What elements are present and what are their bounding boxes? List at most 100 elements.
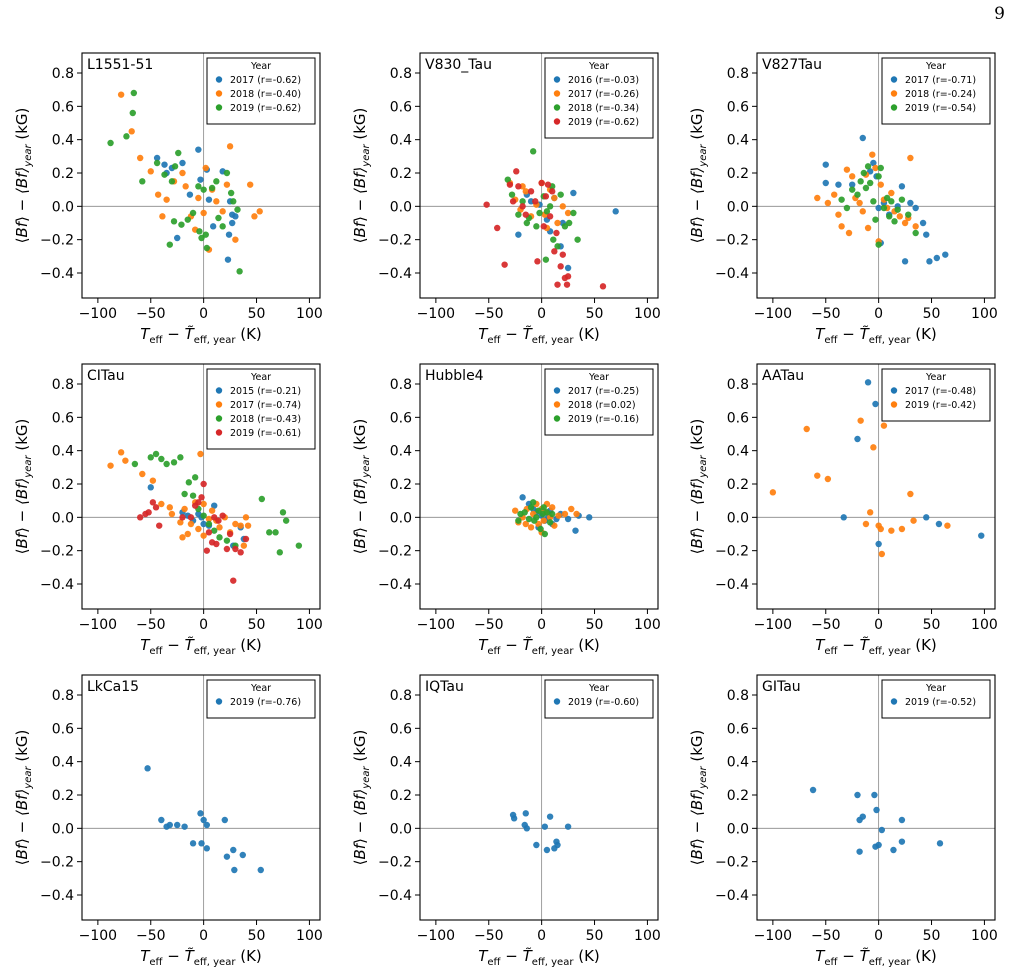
data-point-2019 xyxy=(564,823,572,830)
data-point-2019 xyxy=(166,241,173,248)
y-tick-label: −0.2 xyxy=(715,233,749,249)
data-point-2019 xyxy=(506,181,514,188)
x-tick-label: 100 xyxy=(971,928,998,944)
data-point-2019 xyxy=(866,179,874,187)
data-point-2018 xyxy=(849,173,856,180)
data-point-2018 xyxy=(211,527,218,534)
data-point-2017 xyxy=(184,530,191,538)
plot-frame xyxy=(419,363,659,610)
plot-frame xyxy=(81,52,321,299)
y-tick-label: 0.4 xyxy=(390,133,412,149)
data-point-2017 xyxy=(923,231,930,238)
legend-title: Year xyxy=(250,372,271,383)
data-point-2019 xyxy=(144,765,151,772)
data-point-2019 xyxy=(862,184,870,192)
data-point-2019 xyxy=(838,196,845,203)
legend-marker xyxy=(553,104,561,111)
y-tick-label: −0.4 xyxy=(715,888,749,904)
data-point-2018 xyxy=(529,148,537,155)
data-point-2018 xyxy=(536,209,543,217)
data-point-2019 xyxy=(557,263,564,270)
legend-entry: 2017 (r=-0.26) xyxy=(568,89,639,100)
data-point-2019 xyxy=(814,472,821,479)
y-tick-label: 0.0 xyxy=(390,199,412,215)
data-point-2018 xyxy=(223,537,231,544)
y-axis-label: ⟨Bf⟩ − ⟨Bf⟩year (kG) xyxy=(13,108,34,244)
data-point-2019 xyxy=(857,417,864,424)
data-point-2019 xyxy=(551,248,558,255)
data-point-2019 xyxy=(888,198,895,205)
data-point-2018 xyxy=(570,209,577,217)
legend-marker xyxy=(215,387,223,394)
panel-l1551-51: −100 −50 0 50 100 −0.4 −0.2 0.0 0.2 0.4 0.6 0.8 L155… xyxy=(13,52,323,346)
panel-title: GITau xyxy=(762,679,801,695)
legend-entry: 2019 (r=-0.62) xyxy=(568,117,639,128)
data-point-2017 xyxy=(174,234,181,242)
data-point-2018 xyxy=(838,223,845,230)
data-point-2017 xyxy=(197,450,204,458)
y-tick-label: 0.6 xyxy=(390,721,412,737)
data-point-2017 xyxy=(854,435,861,443)
legend-box xyxy=(544,368,654,436)
data-point-2018 xyxy=(170,459,178,466)
x-tick-label: −100 xyxy=(754,306,792,322)
y-axis-label: ⟨Bf⟩ − ⟨Bf⟩year (kG) xyxy=(688,730,709,866)
data-point-2017 xyxy=(107,462,114,469)
data-point-2018 xyxy=(266,529,273,536)
x-tick-label: 0 xyxy=(199,617,208,633)
data-point-2019 xyxy=(877,525,884,533)
data-point-2017 xyxy=(179,159,186,167)
data-point-2017 xyxy=(551,194,558,202)
data-point-2019 xyxy=(862,520,870,528)
data-point-2019 xyxy=(494,224,501,232)
data-point-2019 xyxy=(541,530,549,538)
data-point-2018 xyxy=(574,236,581,243)
data-point-2018 xyxy=(276,549,284,556)
data-point-2018 xyxy=(191,474,199,481)
y-tick-label: 0.8 xyxy=(727,688,749,704)
data-point-2018 xyxy=(546,203,554,210)
data-point-2019 xyxy=(894,206,901,213)
x-tick-label: 50 xyxy=(248,928,266,944)
panel-citau: −100 −50 0 50 100 −0.4 −0.2 0.0 0.2 0.4 0.6 0.8 CITa… xyxy=(13,363,323,657)
data-point-2018 xyxy=(179,169,186,177)
data-point-2019 xyxy=(854,191,861,198)
x-tick-label: 50 xyxy=(248,617,266,633)
data-point-2019 xyxy=(198,234,205,242)
data-point-2017 xyxy=(912,204,919,212)
panel-title: L1551-51 xyxy=(87,57,153,73)
plot-frame xyxy=(756,52,996,299)
data-point-2018 xyxy=(542,256,550,263)
data-point-2019 xyxy=(227,189,235,197)
data-point-2019 xyxy=(203,547,211,554)
legend-marker xyxy=(890,387,898,394)
data-point-2019 xyxy=(873,806,880,814)
legend-marker xyxy=(553,698,561,705)
x-tick-label: 100 xyxy=(296,306,323,322)
data-point-2019 xyxy=(203,845,211,852)
data-point-2017 xyxy=(564,209,572,217)
y-tick-label: −0.2 xyxy=(378,855,412,871)
data-point-2017 xyxy=(200,532,207,539)
x-tick-label: 50 xyxy=(586,617,604,633)
data-point-2018 xyxy=(864,224,872,232)
data-point-2019 xyxy=(156,522,163,529)
data-point-2017 xyxy=(522,188,529,195)
data-point-2018 xyxy=(573,510,580,518)
legend-box xyxy=(881,57,991,125)
data-point-2017 xyxy=(919,219,927,227)
legend-entry: 2019 (r=-0.61) xyxy=(230,428,301,439)
data-point-2019 xyxy=(898,196,906,203)
y-tick-label: −0.2 xyxy=(715,544,749,560)
data-point-2017 xyxy=(225,231,233,238)
data-point-2019 xyxy=(803,425,810,433)
y-tick-label: 0.6 xyxy=(52,410,74,426)
legend-entry: 2018 (r=-0.24) xyxy=(905,89,976,100)
x-tick-label: 50 xyxy=(248,306,266,322)
data-point-2019 xyxy=(219,512,226,519)
x-tick-label: 0 xyxy=(537,617,546,633)
data-point-2019 xyxy=(509,198,517,205)
data-point-2019 xyxy=(875,841,882,849)
data-point-2019 xyxy=(181,823,188,830)
data-point-2019 xyxy=(178,221,185,228)
